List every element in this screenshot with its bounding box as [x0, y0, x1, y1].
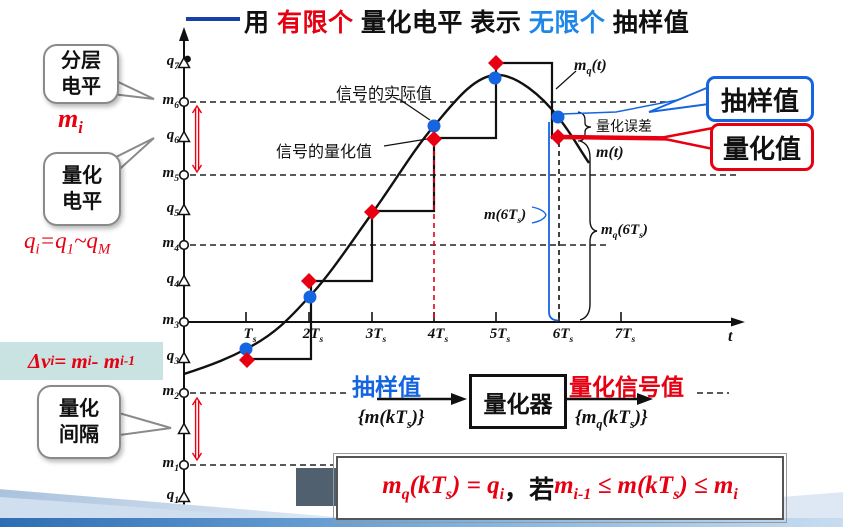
quantized-diamonds — [239, 55, 566, 368]
x-axis-label: Ts — [243, 326, 257, 345]
x-axis-label: 6Ts — [552, 326, 574, 345]
flow-input-math: {m(kTs)} — [358, 407, 425, 431]
interval-arrow-bottom — [191, 396, 203, 462]
m-6ts-label: m(6Ts) — [484, 207, 527, 226]
y-axis-label: m4 — [162, 235, 179, 254]
m-t-label: m(t) — [596, 144, 624, 161]
mq-6ts-label: mq(6Ts) — [601, 222, 648, 241]
flow-arrows — [377, 393, 653, 405]
callout-quant-interval-line1: 量化 — [59, 398, 99, 420]
flow-output-label: 量化信号值 — [569, 374, 684, 400]
x-axis-label: 4Ts — [427, 326, 449, 345]
6ts-blue-sample-line — [548, 122, 559, 322]
y-axis-label: m2 — [162, 383, 179, 402]
y-axis-label: m3 — [162, 312, 179, 331]
mq-t-label: mq(t) — [574, 57, 607, 78]
y-axis-label: m1 — [162, 455, 179, 474]
y-axis-label: m5 — [162, 165, 179, 184]
callout-quant-level: 量化 电平 — [43, 152, 121, 226]
x-axis-arrow — [731, 317, 745, 327]
x-axis-label: 5Ts — [489, 326, 511, 345]
y-axis-arrow — [179, 27, 189, 41]
signal-quantized-label: 信号的量化值 — [276, 144, 373, 161]
x-axis-label: 2Ts — [302, 326, 324, 345]
quantization-formula: mq(kTs) = qi ，若 mi-1 ≤ m(kTs) ≤ mi — [333, 453, 787, 523]
y-axis-label: q1 — [166, 487, 179, 506]
title-dash — [186, 17, 240, 21]
interval-arrow-top — [191, 104, 203, 174]
sample-dots — [239, 71, 565, 356]
callout-quant-interval-line2: 间隔 — [59, 424, 99, 446]
quant-error-label: 量化误差 — [596, 118, 652, 134]
quantizer-box: 量化器 — [469, 374, 567, 429]
y-axis-label: q6 — [166, 127, 179, 146]
flow-output-math: {mq(kTs)} — [575, 407, 648, 431]
mq6ts-brace — [579, 140, 598, 321]
m-level-dashed-lines — [190, 101, 736, 466]
x-axis-label: 7Ts — [614, 326, 636, 345]
t-axis-label: t — [728, 328, 733, 345]
y-axis-label: m6 — [162, 92, 179, 111]
callout-layer-level-line2: 电平 — [61, 76, 101, 98]
formula-shadow-block — [296, 468, 338, 506]
mi-annotation: mi — [58, 104, 83, 138]
m-level-circle-markers — [178, 96, 190, 471]
signal-actual-label: 信号的实际值 — [336, 86, 433, 103]
callout-quant-interval: 量化 间隔 — [37, 385, 121, 459]
page-title: 用 有限个 量化电平 表示 无限个 抽样值 — [244, 9, 690, 37]
m6ts-blue-pointer — [531, 206, 547, 224]
y-axis-label: q3 — [166, 348, 179, 367]
callout-quant-level-line1: 量化 — [62, 165, 102, 187]
callout-tails — [111, 77, 715, 438]
label-pointer-lines — [383, 70, 577, 147]
flow-input-label: 抽样值 — [352, 374, 421, 400]
signal-m-curve — [183, 73, 590, 376]
y-axis-label: q5 — [166, 200, 179, 219]
callout-sample-value: 抽样值 — [706, 76, 814, 122]
callout-layer-level: 分层 电平 — [43, 44, 119, 104]
q7-filled-dot — [184, 55, 191, 63]
callout-layer-level-line1: 分层 — [61, 50, 101, 72]
q-level-triangle-markers — [177, 55, 191, 503]
y-axis-label: q7 — [166, 53, 179, 72]
x-axis-label: 3Ts — [365, 326, 387, 345]
footer-bar — [0, 518, 843, 527]
callout-quantized-value: 量化值 — [710, 123, 814, 171]
y-axis-label: q4 — [166, 271, 179, 290]
callout-quant-level-line2: 电平 — [62, 191, 102, 213]
qi-range-annotation: qi=q1~qM — [24, 228, 111, 258]
